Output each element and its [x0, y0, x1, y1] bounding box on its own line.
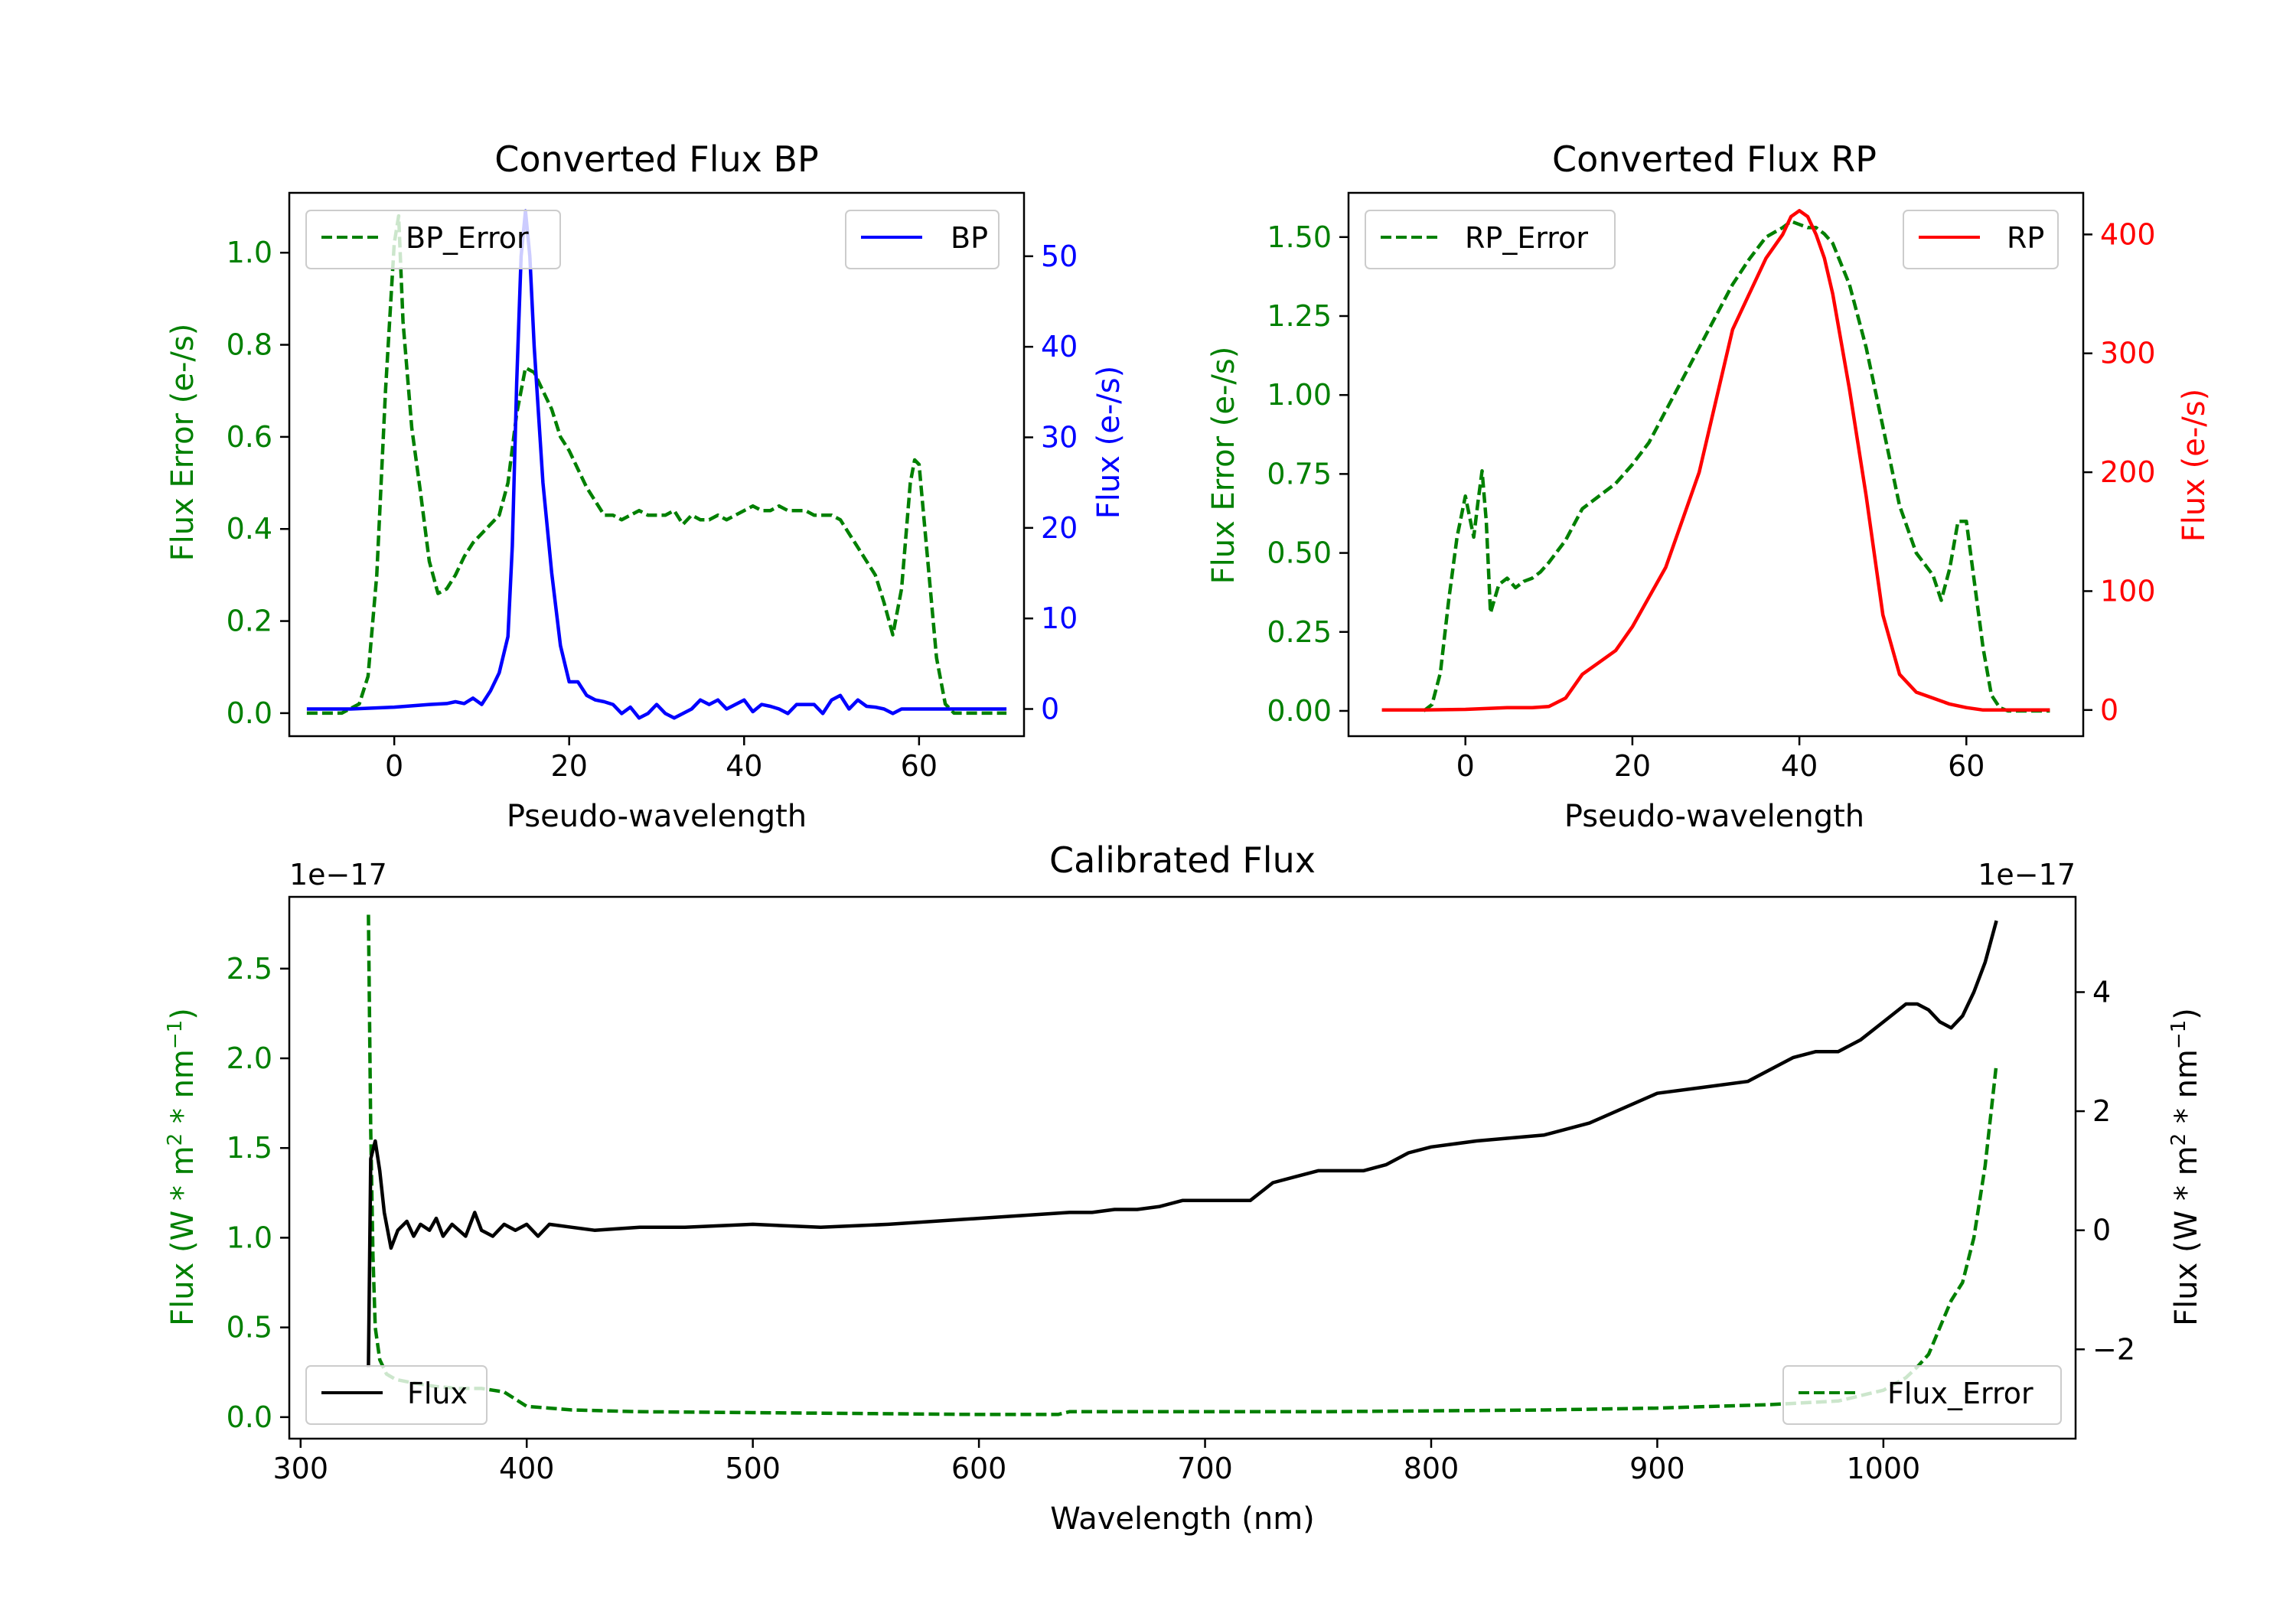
rp-x-tick-label: 0 — [1456, 749, 1475, 783]
calibrated-legend-right: Flux_Error — [1782, 1365, 2062, 1425]
bp-left-y-tick-label: 0.8 — [227, 328, 272, 362]
calibrated-left-y-label: Flux (W * m2 * nm−1) — [164, 1008, 201, 1326]
rp-right-y-tick-label: 400 — [2100, 217, 2156, 251]
rp-plot-area: 0 20 40 60 0.00 0.25 0.50 0.75 1.00 1.25 1.50 0 100 2… — [1267, 191, 2156, 783]
rp-left-y-tick-label: 1.00 — [1267, 378, 1332, 412]
calibrated-left-y-tick-label: 0.5 — [227, 1311, 272, 1345]
bp-left-y-label: Flux Error (e-/s) — [165, 324, 201, 562]
bp-right-y-tick-label: 50 — [1041, 240, 1078, 273]
bp-x-tick-label: 40 — [726, 749, 762, 783]
bp-plot-area: 0 20 40 60 0.0 0.2 0.4 0.6 0.8 1.0 0 10 20 30 40 50 — [227, 191, 1078, 783]
rp-left-y-label: Flux Error (e-/s) — [1206, 347, 1241, 585]
calibrated-x-tick-label: 1000 — [1847, 1452, 1921, 1485]
calibrated-right-y-tick-label: 0 — [2092, 1214, 2111, 1247]
rp-left-y-tick-label: 0.00 — [1267, 694, 1332, 728]
calibrated-right-y-label: Flux (W * m2 * nm−1) — [2167, 1008, 2204, 1326]
bp-right-y-tick-label: 40 — [1041, 330, 1078, 363]
rp-legend-error-label: RP_Error — [1465, 221, 1588, 255]
calibrated-left-offset: 1e−17 — [289, 858, 387, 892]
calibrated-x-tick-label: 600 — [951, 1452, 1007, 1485]
bp-right-y-tick-label: 10 — [1041, 601, 1078, 635]
bp-left-y-tick-label: 0.2 — [227, 605, 272, 638]
rp-legend-right: RP — [1903, 210, 2059, 269]
calibrated-x-tick-label: 900 — [1629, 1452, 1685, 1485]
bp-legend-right: BP — [845, 210, 1000, 269]
rp-axes-frame — [1347, 191, 2085, 738]
bp-left-y-tick-label: 0.0 — [227, 696, 272, 730]
bp-right-y-tick-label: 0 — [1041, 693, 1059, 726]
rp-left-y-tick-label: 1.50 — [1267, 220, 1332, 254]
rp-legend-left: RP_Error — [1365, 210, 1616, 269]
rp-left-y-tick-label: 0.25 — [1267, 615, 1332, 649]
calibrated-panel: Calibrated Flux Wavelength (nm) 1e−17 1e… — [164, 839, 2204, 1537]
rp-series-rp-error — [1422, 219, 2050, 713]
bp-title: Converted Flux BP — [494, 139, 819, 180]
calibrated-x-tick-label: 800 — [1404, 1452, 1459, 1485]
calibrated-right-y-tick-label: 2 — [2092, 1094, 2111, 1128]
calibrated-legend-flux-label: Flux — [407, 1377, 468, 1410]
calibrated-right-offset: 1e−17 — [1978, 858, 2076, 892]
calibrated-x-tick-label: 300 — [273, 1452, 329, 1485]
calibrated-left-y-tick-label: 2.0 — [227, 1041, 272, 1075]
rp-legend-flux-label: RP — [2007, 221, 2044, 255]
calibrated-left-y-tick-label: 1.0 — [227, 1221, 272, 1254]
calibrated-right-y-tick-label: 4 — [2092, 975, 2111, 1009]
bp-legend-flux-label: BP — [951, 221, 988, 255]
rp-right-y-tick-label: 0 — [2100, 693, 2118, 727]
calibrated-axes-frame — [288, 895, 2077, 1440]
calibrated-x-tick-label: 500 — [725, 1452, 781, 1485]
bp-left-y-tick-label: 0.4 — [227, 512, 272, 546]
bp-x-tick-label: 20 — [551, 749, 588, 783]
rp-left-y-tick-label: 1.25 — [1267, 299, 1332, 333]
bp-legend-left: BP_Error — [305, 210, 561, 269]
bp-left-y-tick-label: 0.6 — [227, 420, 272, 454]
calibrated-plot-area: 300 400 500 600 700 800 900 1000 0.0 0.5 1.0 1.5 2.0… — [227, 895, 2135, 1485]
rp-right-y-label: Flux (e-/s) — [2177, 389, 2212, 542]
calibrated-x-tick-label: 700 — [1177, 1452, 1233, 1485]
rp-x-tick-label: 40 — [1781, 749, 1818, 783]
bp-x-tick-label: 60 — [901, 749, 938, 783]
rp-x-tick-label: 60 — [1948, 749, 1985, 783]
rp-panel: Converted Flux RP Pseudo-wavelength Flux… — [1206, 139, 2212, 834]
bp-series-bp — [306, 209, 1007, 720]
calibrated-right-y-tick-label: −2 — [2092, 1332, 2135, 1366]
bp-right-y-label: Flux (e-/s) — [1091, 366, 1127, 519]
bp-legend-error-label: BP_Error — [406, 221, 529, 255]
bp-left-y-tick-label: 1.0 — [227, 236, 272, 269]
rp-left-y-tick-label: 0.50 — [1267, 536, 1332, 570]
calibrated-left-y-tick-label: 0.0 — [227, 1400, 272, 1434]
rp-right-y-tick-label: 200 — [2100, 455, 2156, 489]
rp-x-tick-label: 20 — [1614, 749, 1651, 783]
calibrated-left-y-tick-label: 2.5 — [227, 952, 272, 986]
calibrated-x-tick-label: 400 — [499, 1452, 555, 1485]
bp-series-bp-error — [306, 214, 1007, 715]
bp-right-y-tick-label: 20 — [1041, 511, 1078, 545]
bp-right-y-tick-label: 30 — [1041, 421, 1078, 455]
rp-right-y-tick-label: 300 — [2100, 337, 2156, 370]
rp-series-rp — [1381, 209, 2050, 712]
bp-panel: Converted Flux BP Pseudo-wavelength Flux… — [165, 139, 1127, 834]
calibrated-x-label: Wavelength (nm) — [1050, 1501, 1315, 1537]
calibrated-legend-left: Flux — [305, 1365, 488, 1425]
bp-x-tick-label: 0 — [385, 749, 403, 783]
bp-x-label: Pseudo-wavelength — [507, 799, 807, 834]
rp-left-y-tick-label: 0.75 — [1267, 457, 1332, 491]
bp-axes-frame — [288, 191, 1026, 738]
calibrated-left-y-tick-label: 1.5 — [227, 1131, 272, 1165]
calibrated-title: Calibrated Flux — [1049, 839, 1316, 881]
calibrated-series-flux — [367, 920, 1998, 1367]
rp-x-label: Pseudo-wavelength — [1564, 799, 1864, 834]
rp-right-y-tick-label: 100 — [2100, 574, 2156, 608]
rp-title: Converted Flux RP — [1552, 139, 1877, 180]
calibrated-legend-error-label: Flux_Error — [1887, 1377, 2033, 1410]
